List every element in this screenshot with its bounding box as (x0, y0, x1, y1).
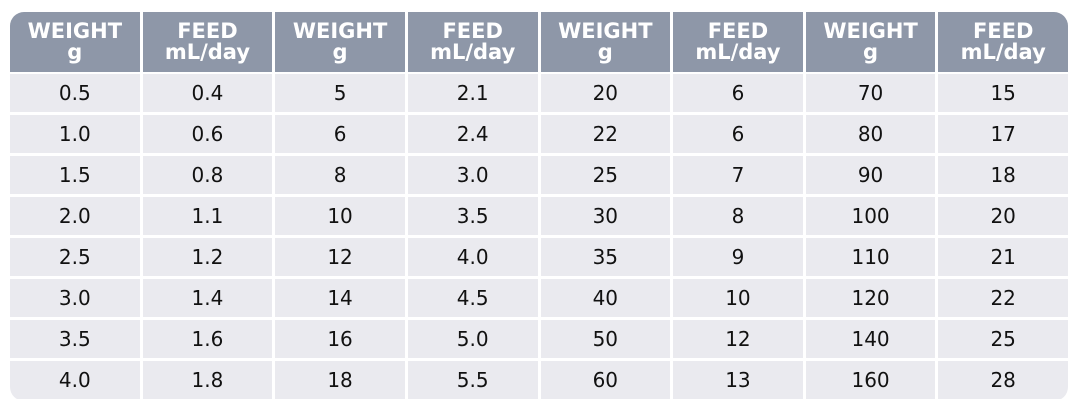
weight-cell: 1.5 (10, 153, 140, 194)
weight-cell: 160 (805, 358, 936, 399)
header-label: WEIGHT (823, 19, 918, 43)
weight-cell: 100 (805, 194, 936, 235)
header-feed-1: FEED mL/day (142, 12, 273, 72)
feed-cell: 2.4 (407, 112, 538, 153)
feed-cell: 0.4 (142, 72, 273, 112)
header-feed-3: FEED mL/day (673, 12, 803, 72)
feed-cell: 5.0 (407, 317, 538, 358)
feed-cell: 0.8 (142, 153, 273, 194)
header-unit: g (597, 40, 613, 64)
feed-cell: 1.4 (142, 276, 273, 317)
table-row: 2.0 1.1 10 3.5 30 8 100 20 (10, 194, 1068, 235)
feed-cell: 13 (673, 358, 803, 399)
weight-cell: 16 (275, 317, 405, 358)
weight-cell: 22 (540, 112, 671, 153)
feed-cell: 6 (673, 72, 803, 112)
weight-cell: 30 (540, 194, 671, 235)
weight-cell: 3.0 (10, 276, 140, 317)
header-weight-2: WEIGHT g (275, 12, 405, 72)
feed-cell: 12 (673, 317, 803, 358)
table-row: 2.5 1.2 12 4.0 35 9 110 21 (10, 235, 1068, 276)
header-weight-4: WEIGHT g (805, 12, 936, 72)
header-unit: g (67, 40, 83, 64)
feed-cell: 9 (673, 235, 803, 276)
header-weight-3: WEIGHT g (540, 12, 671, 72)
header-unit: mL/day (430, 40, 516, 64)
header-unit: mL/day (960, 40, 1046, 64)
feed-cell: 3.0 (407, 153, 538, 194)
feed-cell: 17 (938, 112, 1068, 153)
weight-cell: 1.0 (10, 112, 140, 153)
weight-cell: 6 (275, 112, 405, 153)
feed-cell: 15 (938, 72, 1068, 112)
weight-cell: 5 (275, 72, 405, 112)
weight-cell: 50 (540, 317, 671, 358)
header-label: FEED (177, 19, 238, 43)
weight-cell: 25 (540, 153, 671, 194)
table-row: 1.5 0.8 8 3.0 25 7 90 18 (10, 153, 1068, 194)
feed-cell: 0.6 (142, 112, 273, 153)
weight-cell: 120 (805, 276, 936, 317)
weight-cell: 110 (805, 235, 936, 276)
weight-cell: 3.5 (10, 317, 140, 358)
weight-cell: 2.0 (10, 194, 140, 235)
feed-cell: 1.6 (142, 317, 273, 358)
feed-cell: 6 (673, 112, 803, 153)
table-row: 4.0 1.8 18 5.5 60 13 160 28 (10, 358, 1068, 399)
weight-cell: 2.5 (10, 235, 140, 276)
header-label: WEIGHT (558, 19, 653, 43)
header-label: FEED (972, 19, 1034, 43)
header-unit: g (332, 40, 348, 64)
header-weight-1: WEIGHT g (10, 12, 140, 72)
feed-cell: 4.5 (407, 276, 538, 317)
feed-cell: 1.2 (142, 235, 273, 276)
weight-cell: 4.0 (10, 358, 140, 399)
header-row: WEIGHT g FEED mL/day WEIGHT g FEED mL/day WE… (10, 12, 1068, 72)
feed-cell: 20 (938, 194, 1068, 235)
feed-cell: 7 (673, 153, 803, 194)
weight-cell: 70 (805, 72, 936, 112)
feed-cell: 18 (938, 153, 1068, 194)
feed-cell: 25 (938, 317, 1068, 358)
weight-cell: 18 (275, 358, 405, 399)
weight-cell: 60 (540, 358, 671, 399)
header-label: FEED (442, 19, 503, 43)
feed-cell: 10 (673, 276, 803, 317)
weight-cell: 20 (540, 72, 671, 112)
feed-cell: 1.8 (142, 358, 273, 399)
header-label: WEIGHT (27, 19, 123, 43)
feed-cell: 22 (938, 276, 1068, 317)
table-row: 3.5 1.6 16 5.0 50 12 140 25 (10, 317, 1068, 358)
table-row: 1.0 0.6 6 2.4 22 6 80 17 (10, 112, 1068, 153)
weight-cell: 10 (275, 194, 405, 235)
feeding-table-container: WEIGHT g FEED mL/day WEIGHT g FEED mL/day WE… (10, 12, 1068, 401)
header-feed-4: FEED mL/day (938, 12, 1068, 72)
table-row: 0.5 0.4 5 2.1 20 6 70 15 (10, 72, 1068, 112)
weight-cell: 14 (275, 276, 405, 317)
header-unit: g (863, 40, 879, 64)
header-feed-2: FEED mL/day (407, 12, 538, 72)
weight-cell: 12 (275, 235, 405, 276)
feed-cell: 1.1 (142, 194, 273, 235)
weight-cell: 0.5 (10, 72, 140, 112)
weight-cell: 140 (805, 317, 936, 358)
weight-cell: 40 (540, 276, 671, 317)
weight-cell: 80 (805, 112, 936, 153)
header-label: FEED (707, 19, 769, 43)
feed-cell: 2.1 (407, 72, 538, 112)
weight-feed-table: WEIGHT g FEED mL/day WEIGHT g FEED mL/day WE… (10, 12, 1068, 399)
feed-cell: 21 (938, 235, 1068, 276)
table-row: 3.0 1.4 14 4.5 40 10 120 22 (10, 276, 1068, 317)
header-unit: mL/day (695, 40, 781, 64)
weight-cell: 8 (275, 153, 405, 194)
header-unit: mL/day (164, 40, 251, 64)
feed-cell: 8 (673, 194, 803, 235)
weight-cell: 35 (540, 235, 671, 276)
header-label: WEIGHT (292, 19, 388, 43)
feed-cell: 3.5 (407, 194, 538, 235)
feed-cell: 4.0 (407, 235, 538, 276)
feed-cell: 28 (938, 358, 1068, 399)
feed-cell: 5.5 (407, 358, 538, 399)
weight-cell: 90 (805, 153, 936, 194)
